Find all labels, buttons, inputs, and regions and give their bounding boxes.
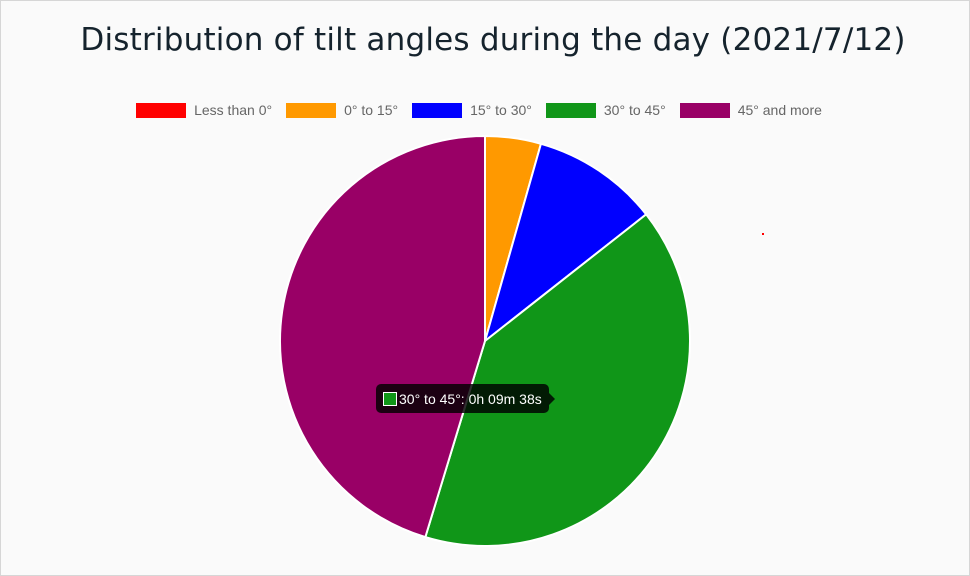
chart-tooltip: 30° to 45°: 0h 09m 38s xyxy=(376,384,555,413)
legend-swatch xyxy=(412,102,463,118)
chart-title: Distribution of tilt angles during the d… xyxy=(80,22,906,58)
legend-item-30-to-45[interactable]: 30° to 45° xyxy=(545,102,666,118)
legend-label: 30° to 45° xyxy=(603,102,666,118)
chart-legend: Less than 0° 0° to 15° 15° to 30° 30° to… xyxy=(0,102,958,118)
legend-item-less-than-0[interactable]: Less than 0° xyxy=(136,102,272,118)
legend-label: 45° and more xyxy=(737,102,822,118)
pie-slice-45-and-more[interactable] xyxy=(279,134,486,539)
legend-label: Less than 0° xyxy=(194,102,273,118)
pie-slice-30-to-45[interactable] xyxy=(424,212,691,547)
stray-red-dot xyxy=(762,233,764,235)
legend-label: 15° to 30° xyxy=(470,102,532,118)
legend-swatch xyxy=(545,102,596,118)
legend-label: 0° to 15° xyxy=(344,102,399,118)
tooltip-swatch xyxy=(383,391,397,406)
legend-item-45-and-more[interactable]: 45° and more xyxy=(679,102,822,118)
tooltip-label: 30° to 45°: 0h 09m 38s xyxy=(399,390,542,407)
legend-swatch xyxy=(286,102,337,118)
legend-item-0-to-15[interactable]: 0° to 15° xyxy=(286,102,398,118)
legend-swatch xyxy=(136,102,187,118)
legend-item-15-to-30[interactable]: 15° to 30° xyxy=(412,102,532,118)
pie-slice-15-to-30[interactable] xyxy=(483,142,648,344)
legend-swatch xyxy=(679,102,730,118)
